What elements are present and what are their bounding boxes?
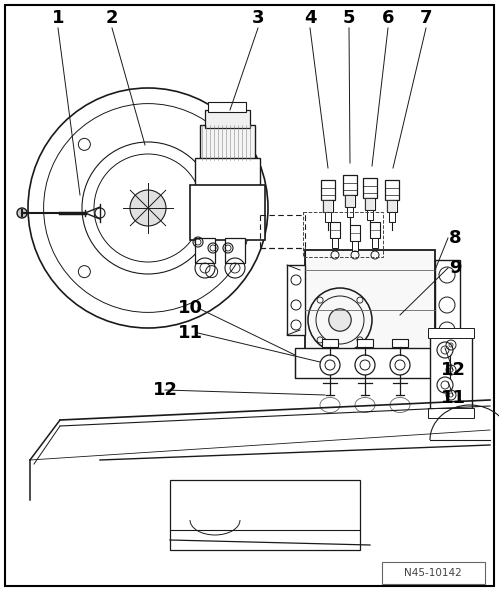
Bar — [347, 207, 353, 217]
Circle shape — [329, 309, 351, 331]
Bar — [430, 330, 472, 410]
Circle shape — [17, 208, 27, 218]
Bar — [303, 212, 383, 257]
Bar — [195, 238, 215, 263]
Text: 3: 3 — [252, 9, 264, 27]
Bar — [195, 158, 260, 188]
Bar — [287, 265, 305, 335]
Bar — [343, 175, 357, 195]
Bar — [372, 238, 378, 248]
Circle shape — [439, 297, 455, 313]
Bar — [365, 198, 375, 210]
Bar — [321, 180, 335, 200]
Bar — [200, 125, 255, 160]
Bar — [389, 212, 395, 222]
Bar — [325, 212, 331, 222]
Bar — [170, 480, 360, 550]
Bar — [363, 178, 377, 198]
Bar — [428, 328, 474, 338]
Bar — [322, 339, 338, 347]
Text: 5: 5 — [343, 9, 355, 27]
Bar — [330, 222, 340, 238]
Circle shape — [130, 190, 166, 226]
Text: 7: 7 — [420, 9, 432, 27]
Text: 12: 12 — [153, 381, 178, 399]
Text: 11: 11 — [178, 324, 203, 342]
Text: 11: 11 — [441, 389, 466, 407]
Bar — [295, 348, 450, 378]
Text: 12: 12 — [441, 361, 466, 379]
Bar — [205, 110, 250, 128]
Bar — [387, 200, 397, 212]
Bar — [190, 185, 265, 240]
Bar — [382, 562, 485, 584]
Text: N45-10142: N45-10142 — [404, 568, 462, 578]
Text: 10: 10 — [178, 299, 203, 317]
Bar — [225, 238, 245, 263]
Bar — [350, 225, 360, 241]
Bar — [345, 195, 355, 207]
Text: 2: 2 — [106, 9, 118, 27]
Bar — [352, 241, 358, 251]
Bar — [392, 339, 408, 347]
Circle shape — [439, 267, 455, 283]
Bar — [208, 102, 246, 112]
Bar — [332, 238, 338, 248]
Text: 8: 8 — [449, 229, 461, 247]
Bar — [385, 180, 399, 200]
Bar — [323, 200, 333, 212]
Text: 1: 1 — [52, 9, 64, 27]
Text: 6: 6 — [382, 9, 394, 27]
Bar — [435, 260, 460, 350]
Bar — [357, 339, 373, 347]
Bar — [367, 210, 373, 220]
Bar — [370, 222, 380, 238]
Bar — [428, 408, 474, 418]
Bar — [305, 250, 435, 350]
Circle shape — [439, 322, 455, 338]
Text: 4: 4 — [304, 9, 316, 27]
Text: 9: 9 — [449, 259, 461, 277]
